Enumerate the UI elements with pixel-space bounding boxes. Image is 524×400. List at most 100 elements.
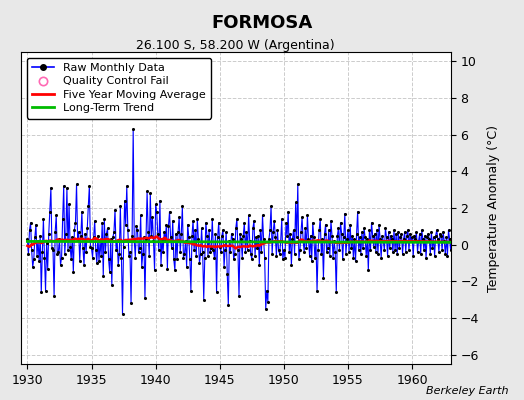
Point (62, 230, 70, 237)
Point (169, 218, 177, 224)
Point (294, 256, 303, 262)
Point (65, 201, 73, 208)
Point (149, 238, 158, 244)
Point (144, 229, 152, 235)
Point (456, 234, 464, 240)
Point (188, 232, 196, 239)
Point (90, 234, 98, 240)
Point (178, 203, 187, 209)
Point (158, 236, 166, 242)
Point (63, 185, 71, 191)
Point (131, 254, 139, 261)
Point (221, 247, 230, 254)
Point (352, 230, 361, 237)
Point (183, 221, 192, 228)
Point (88, 245, 96, 252)
Point (55, 236, 63, 242)
Point (161, 238, 169, 244)
Point (230, 256, 238, 262)
Point (426, 251, 434, 257)
Point (234, 247, 242, 254)
Point (46, 208, 54, 215)
Point (301, 225, 310, 231)
Point (124, 227, 132, 233)
Point (33, 252, 41, 259)
Point (454, 229, 462, 235)
Point (449, 234, 457, 240)
Point (102, 230, 111, 237)
Point (162, 221, 170, 228)
Point (148, 214, 157, 220)
Point (106, 236, 115, 242)
Point (300, 249, 309, 255)
Point (431, 232, 440, 239)
Point (29, 256, 38, 262)
Point (42, 240, 51, 246)
Point (393, 251, 401, 257)
Point (208, 216, 216, 222)
Point (349, 254, 357, 261)
Point (152, 208, 161, 215)
Point (380, 247, 389, 254)
Point (361, 234, 369, 240)
Point (59, 216, 67, 222)
Point (317, 251, 325, 257)
Point (263, 287, 271, 294)
Point (318, 236, 326, 242)
Text: FORMOSA: FORMOSA (211, 14, 313, 32)
Point (127, 300, 135, 307)
Point (441, 251, 450, 257)
Point (78, 208, 86, 215)
Point (103, 225, 112, 231)
Point (139, 251, 147, 257)
Point (297, 229, 305, 235)
Point (73, 236, 82, 242)
Point (389, 249, 397, 255)
Point (278, 216, 286, 222)
Point (266, 227, 274, 233)
Point (385, 229, 393, 235)
Point (391, 247, 399, 254)
Point (199, 249, 207, 255)
Point (47, 185, 55, 191)
Point (396, 234, 405, 240)
Point (147, 232, 156, 239)
Point (408, 234, 417, 240)
Point (314, 247, 322, 254)
Point (455, 245, 463, 252)
Point (405, 247, 413, 254)
Point (168, 245, 176, 252)
Point (249, 225, 257, 231)
Point (287, 262, 296, 268)
Point (368, 232, 377, 239)
Point (189, 218, 197, 224)
Point (150, 267, 159, 274)
Point (223, 271, 232, 277)
Point (58, 254, 66, 261)
Point (331, 249, 340, 255)
Point (286, 230, 294, 237)
Point (319, 274, 328, 281)
Point (214, 220, 223, 226)
Point (334, 225, 343, 231)
Point (151, 201, 160, 208)
Point (142, 236, 150, 242)
Point (27, 247, 36, 254)
Point (364, 267, 373, 274)
Point (247, 251, 255, 257)
Point (135, 245, 144, 252)
Text: Berkeley Earth: Berkeley Earth (426, 386, 508, 396)
Point (410, 232, 419, 239)
Point (172, 230, 180, 237)
Point (31, 234, 39, 240)
Point (254, 232, 263, 239)
Point (126, 249, 134, 255)
Point (256, 227, 265, 233)
Point (358, 229, 366, 235)
Point (237, 236, 245, 242)
Point (81, 230, 89, 237)
Point (28, 264, 37, 270)
Point (173, 256, 181, 262)
Title: 26.100 S, 58.200 W (Argentina): 26.100 S, 58.200 W (Argentina) (136, 39, 335, 52)
Point (417, 251, 425, 257)
